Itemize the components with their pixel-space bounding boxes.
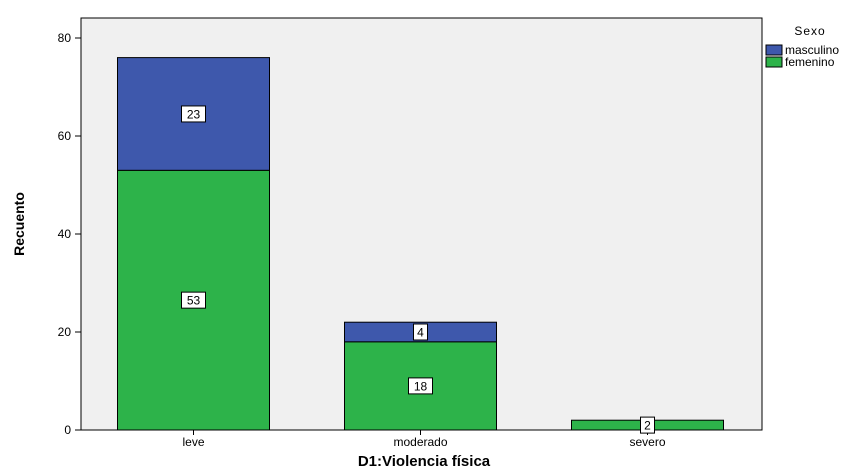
legend-item-femenino: femenino [765, 55, 835, 69]
data-label-value: 23 [187, 107, 201, 121]
data-label: 53 [181, 291, 206, 309]
data-label-value: 2 [644, 419, 651, 433]
data-label-box [408, 377, 433, 395]
x-tick-label: leve [182, 435, 204, 449]
x-axis-title: D1:Violencia física [358, 453, 491, 470]
legend-title: Sexo [794, 24, 825, 38]
legend-swatch [765, 56, 783, 68]
data-label-box [640, 416, 655, 434]
data-label-box [181, 291, 206, 309]
axes: 0 20 40 60 80 leve moderado severo [58, 31, 666, 449]
data-labels: 23 53 4 18 2 [181, 105, 655, 434]
y-tick-label: 40 [58, 227, 72, 241]
data-label-box [413, 323, 428, 341]
y-tick-label: 80 [58, 31, 72, 45]
data-label-value: 18 [414, 379, 428, 393]
data-label-value: 53 [187, 294, 201, 308]
data-label: 2 [640, 416, 655, 434]
data-label-box [181, 105, 206, 123]
data-label: 4 [413, 323, 428, 341]
data-label: 23 [181, 105, 206, 123]
legend-label: masculino [785, 43, 839, 57]
y-axis-title: Recuento [11, 192, 27, 256]
legend-label: femenino [785, 55, 835, 69]
y-tick-label: 60 [58, 129, 72, 143]
data-label: 18 [408, 377, 433, 395]
x-tick-label: moderado [393, 435, 447, 449]
data-label-value: 4 [417, 326, 424, 340]
y-tick-label: 20 [58, 325, 72, 339]
legend-item-masculino: masculino [765, 43, 839, 57]
x-tick-label: severo [629, 435, 665, 449]
legend-swatch [765, 44, 783, 56]
y-tick-label: 0 [64, 423, 71, 437]
